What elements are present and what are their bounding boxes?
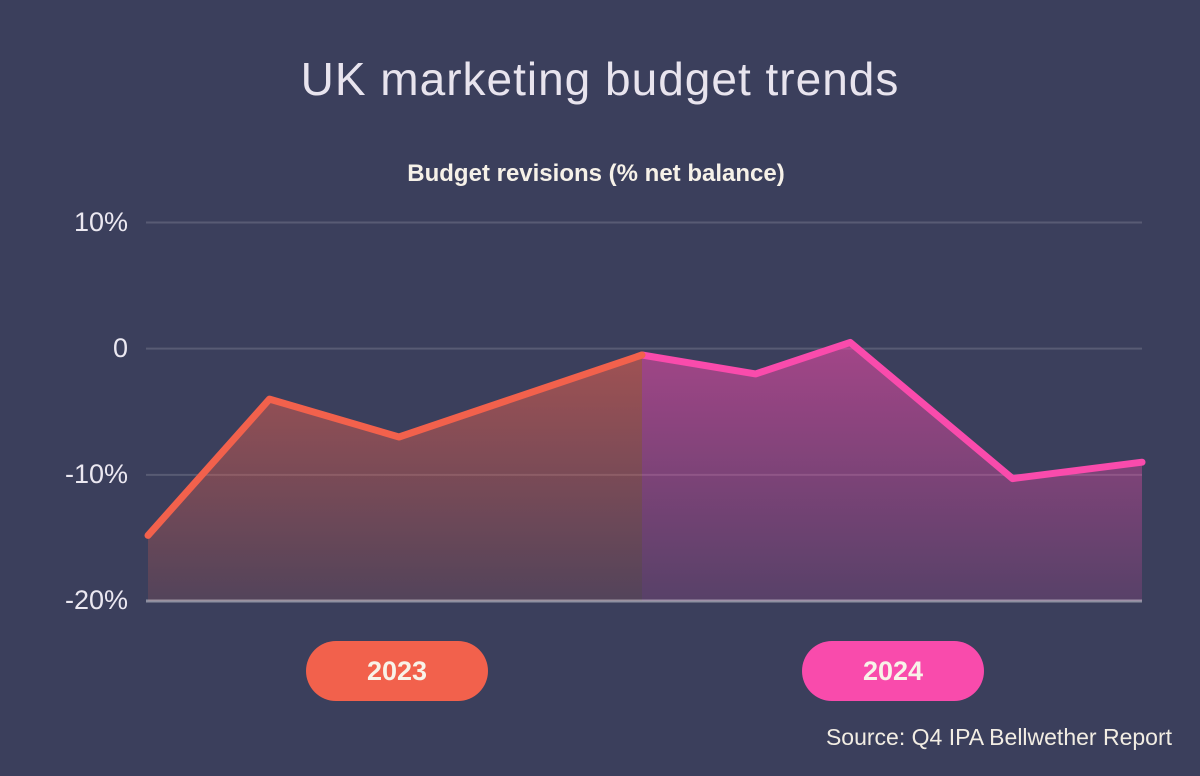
- y-tick-label: 10%: [73, 206, 128, 237]
- area-fill-2024: [642, 342, 1142, 601]
- y-tick-label: -10%: [64, 458, 128, 489]
- line-layer: [144, 338, 1146, 539]
- legend-pill-2023[interactable]: 2023: [306, 641, 488, 701]
- page-title: UK marketing budget trends: [300, 53, 900, 105]
- trend-line-2023: [144, 351, 646, 539]
- area-fill-2023: [148, 355, 642, 601]
- y-tick-label: 0: [112, 332, 128, 363]
- area-layer: [148, 342, 1142, 601]
- trend-line-2024: [638, 338, 1146, 483]
- source-attribution: Source: Q4 IPA Bellwether Report: [825, 724, 1172, 750]
- chart-subtitle: Budget revisions (% net balance): [407, 160, 785, 187]
- legend-pill-2024[interactable]: 2024: [802, 641, 984, 701]
- y-tick-label: -20%: [64, 585, 128, 615]
